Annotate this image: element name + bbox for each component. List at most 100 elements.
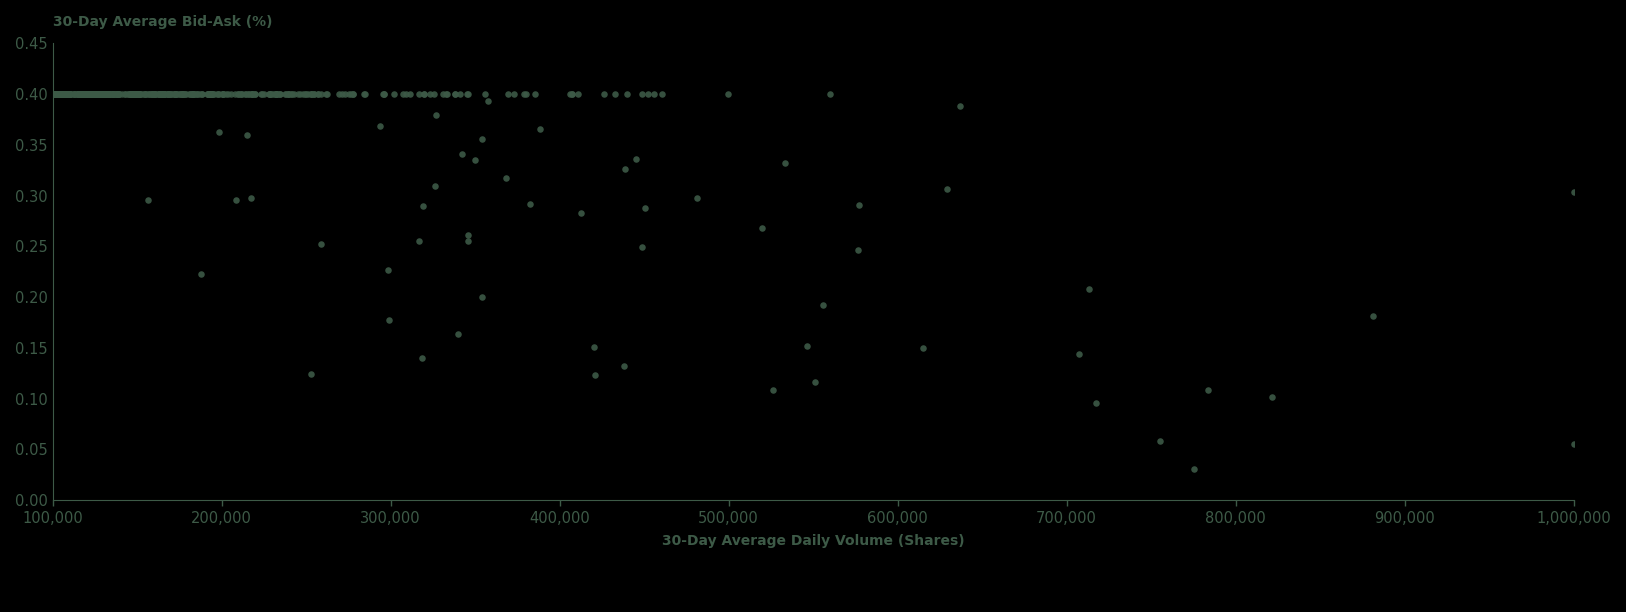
Point xyxy=(39,89,65,99)
Point xyxy=(83,89,109,99)
Point xyxy=(39,89,65,99)
Point xyxy=(39,89,65,99)
Point xyxy=(39,89,65,99)
Point xyxy=(210,89,236,99)
Point xyxy=(39,89,65,99)
Point xyxy=(39,89,65,99)
Point xyxy=(180,89,207,99)
Point xyxy=(39,89,65,99)
Point xyxy=(39,89,65,99)
Point xyxy=(125,89,151,99)
Point xyxy=(39,89,65,99)
Point xyxy=(172,89,198,99)
Point xyxy=(564,89,590,99)
Point xyxy=(179,89,205,99)
Point xyxy=(215,89,241,99)
Point xyxy=(86,89,112,99)
Point xyxy=(119,89,145,99)
Point xyxy=(44,89,70,99)
Point xyxy=(39,89,65,99)
Point xyxy=(39,89,65,99)
Point xyxy=(39,89,65,99)
Point xyxy=(39,89,65,99)
Point xyxy=(39,89,65,99)
Point xyxy=(39,89,65,99)
Point xyxy=(42,89,68,99)
Point xyxy=(39,89,65,99)
Point xyxy=(39,89,65,99)
Point xyxy=(68,89,94,99)
Point xyxy=(62,89,88,99)
Point xyxy=(55,89,81,99)
Point xyxy=(39,89,65,99)
Point xyxy=(39,89,65,99)
Point xyxy=(39,89,65,99)
Point xyxy=(39,89,65,99)
Point xyxy=(39,89,65,99)
Point xyxy=(39,89,65,99)
Point xyxy=(39,89,65,99)
Point xyxy=(39,89,65,99)
Point xyxy=(39,89,65,99)
Point xyxy=(145,89,171,99)
Point xyxy=(285,89,311,99)
Point xyxy=(933,184,959,193)
Point xyxy=(117,89,143,99)
Point xyxy=(39,89,65,99)
Point xyxy=(39,89,65,99)
Point xyxy=(714,89,740,99)
Point xyxy=(1259,392,1285,401)
Point xyxy=(242,89,268,99)
Point xyxy=(337,89,363,99)
Point xyxy=(39,89,65,99)
Point xyxy=(39,89,65,99)
Point xyxy=(39,89,65,99)
Point xyxy=(99,89,125,99)
Point xyxy=(39,89,65,99)
Point xyxy=(89,89,115,99)
Point xyxy=(101,89,127,99)
Point xyxy=(159,89,185,99)
Point xyxy=(39,89,65,99)
Point xyxy=(50,89,76,99)
Point xyxy=(442,89,468,99)
Point xyxy=(138,89,164,99)
Point xyxy=(59,89,85,99)
Point xyxy=(156,89,182,99)
Point xyxy=(39,89,65,99)
Point xyxy=(39,89,65,99)
Point xyxy=(128,89,154,99)
Point xyxy=(115,89,141,99)
Point xyxy=(39,89,65,99)
Point xyxy=(39,89,65,99)
Point xyxy=(39,89,65,99)
Point xyxy=(41,89,67,99)
Point xyxy=(39,89,65,99)
Point xyxy=(468,134,494,144)
Point xyxy=(39,89,65,99)
Point xyxy=(120,89,146,99)
Point xyxy=(39,89,65,99)
Point xyxy=(39,89,65,99)
Point xyxy=(39,89,65,99)
Point xyxy=(802,376,828,386)
Point xyxy=(88,89,114,99)
Point xyxy=(39,89,65,99)
Point xyxy=(39,89,65,99)
Point xyxy=(39,89,65,99)
Point xyxy=(119,89,145,99)
Point xyxy=(276,89,302,99)
Point xyxy=(39,89,65,99)
Point xyxy=(39,89,65,99)
Point xyxy=(641,89,667,99)
Point xyxy=(39,89,65,99)
Point xyxy=(70,89,96,99)
Point xyxy=(42,89,68,99)
Point xyxy=(39,89,65,99)
Point xyxy=(50,89,76,99)
Point xyxy=(39,89,65,99)
Point xyxy=(242,89,268,99)
Point xyxy=(39,89,65,99)
Point xyxy=(39,89,65,99)
Point xyxy=(39,89,65,99)
